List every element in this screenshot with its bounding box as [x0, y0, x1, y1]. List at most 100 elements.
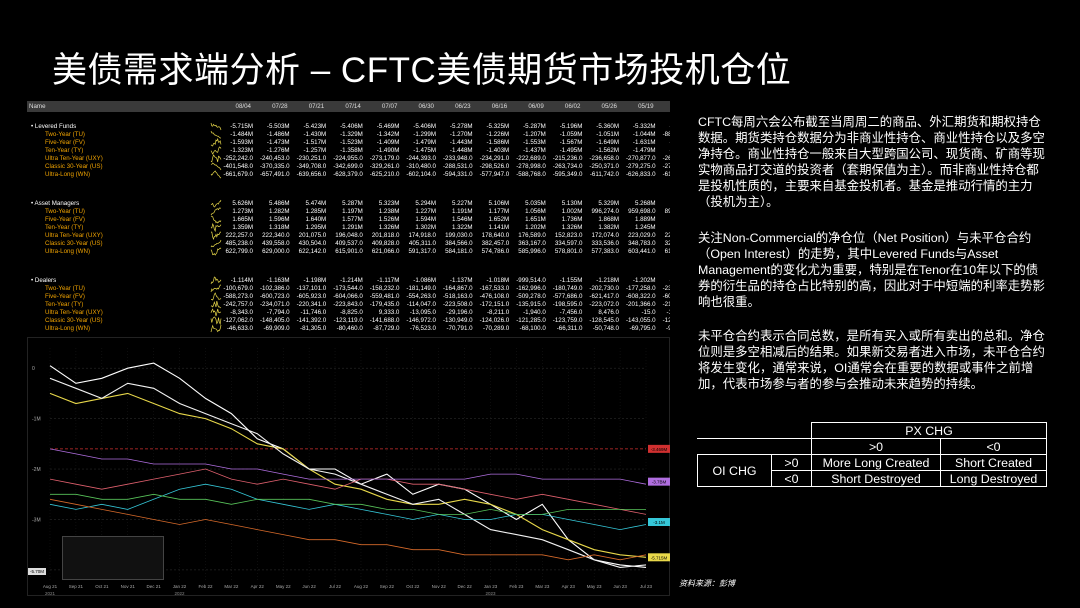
table-cell: 1.868M [598, 216, 619, 223]
row-label: • Dealers [31, 277, 57, 284]
table-cell: 1.056M [525, 208, 546, 215]
table-cell: -148,405.0 [260, 317, 290, 324]
row-label: Two-Year (TU) [45, 208, 85, 215]
sparkline [210, 170, 222, 179]
table-cell: -128,545.0 [589, 317, 619, 324]
row-label: Ultra-Long (WN) [45, 248, 91, 255]
date-column-header: 07/14 [345, 103, 361, 110]
table-cell: 201,818.0 [371, 232, 400, 239]
table-cell: -234,071.0 [260, 301, 290, 308]
table-cell: -626,833.0 [626, 171, 656, 178]
value-tag-label: -3.469M [651, 447, 668, 452]
table-cell: -127,062.0 [223, 317, 253, 324]
table-cell: -177,258.0 [626, 285, 656, 292]
table-cell: -1.207M [523, 131, 546, 138]
row-label: Ultra-Long (WN) [45, 325, 91, 332]
table-cell: -69,795.0 [629, 325, 656, 332]
table-cell: -5.068M [658, 123, 670, 130]
matrix-cell-more-long-created: More Long Created [810, 454, 942, 471]
date-column-header: 06/16 [491, 103, 508, 110]
table-row: Five-Year (FV) -588,273.0 -600,723.0 -605,9… [27, 292, 670, 301]
sparkline [210, 146, 222, 155]
row-label: Classic 30-Year (US) [45, 317, 103, 324]
table-cell: -240,453.0 [260, 155, 290, 162]
table-cell: 485,238.0 [225, 240, 253, 247]
table-cell: -1.270M [449, 131, 473, 138]
table-cell: -1.562M [596, 147, 619, 154]
series-line [49, 498, 647, 561]
x-tick-label: Aug 21 [43, 584, 58, 589]
table-cell: 959,698.0 [628, 208, 656, 215]
date-column-header: 06/30 [418, 103, 434, 110]
table-cell: -80,460.0 [336, 325, 363, 332]
table-cell: -614,275.0 [662, 171, 670, 178]
table-cell: 5.323M [378, 200, 400, 207]
table-cell: -1.358M [340, 147, 363, 154]
table-cell: 222,340.0 [262, 232, 290, 239]
sparkline [210, 300, 222, 309]
table-cell: 1.594M [415, 216, 436, 223]
table-row: Ten-Year (TY) -1.323M -1.276M -1.257M -1.358… [27, 146, 670, 155]
sparkline [210, 247, 222, 256]
table-cell: -1.479M [632, 147, 656, 154]
table-cell: 1.285M [305, 208, 327, 215]
table-row: Ten-Year (TY) -242,757.0 -234,071.0 -220,34… [27, 300, 670, 309]
table-cell: -577,947.0 [479, 171, 510, 178]
table-cell: -1.329M [340, 131, 363, 138]
table-cell: -5.715M [230, 123, 253, 130]
table-cell: -310,480.0 [406, 163, 436, 170]
table-cell: -1.214M [340, 277, 363, 284]
table-cell: 578,801.0 [554, 248, 583, 255]
table-cell: 1.326M [561, 224, 583, 231]
value-tag-label: -3.1M [653, 520, 665, 525]
table-cell: -123,759.0 [552, 317, 583, 324]
table-cell: -102,386.0 [260, 285, 290, 292]
table-cell: -1.117M [377, 277, 400, 284]
y-tick-label: -1M [32, 417, 41, 423]
table-cell: -5.332M [632, 123, 656, 130]
table-row: Classic 30-Year (US) 485,238.0 439,558.0 43… [27, 239, 670, 248]
table-cell: -288,531.0 [443, 163, 473, 170]
table-cell: -1,940.0 [523, 309, 546, 316]
matrix-col-header: PX CHG [811, 422, 1047, 439]
table-cell: -1.609M [658, 139, 670, 146]
row-label: Five-Year (FV) [45, 293, 85, 300]
table-cell: -7,456.0 [559, 309, 583, 316]
row-label: • Levered Funds [31, 123, 77, 130]
table-cell: 223,029.0 [628, 232, 656, 239]
x-tick-label: Oct 22 [406, 584, 420, 589]
table-row: Ultra Ten-Year (UXY) -252,242.0 -240,453.0… [27, 154, 670, 163]
table-cell: -263,734.0 [552, 163, 583, 170]
name-column-header: Name [29, 103, 46, 110]
sparkline [210, 239, 222, 248]
table-cell: 629,000.0 [262, 248, 290, 255]
table-cell: -15.0 [641, 309, 656, 316]
table-cell: 1.546M [451, 216, 473, 223]
table-cell: -1.495M [559, 147, 583, 154]
table-cell: -202,730.0 [589, 285, 619, 292]
table-row: Five-Year (FV) -1.593M -1.473M -1.517M -1.52… [27, 138, 670, 147]
row-label: Ultra-Long (WN) [45, 171, 91, 178]
table-cell: 1.302M [415, 224, 436, 231]
x-tick-label: Jan 23 [484, 584, 498, 589]
table-cell: -242,757.0 [223, 301, 253, 308]
table-cell: 384,566.0 [445, 240, 473, 247]
value-tag [648, 477, 670, 486]
table-cell: -1.202M [632, 277, 656, 284]
table-cell: 5.106M [488, 200, 510, 207]
table-cell: 363,167.0 [518, 240, 546, 247]
table-cell: 409,828.0 [371, 240, 400, 247]
table-cell: 324,063.0 [664, 240, 670, 247]
year-label: 2022 [175, 591, 186, 596]
table-cell: -1.283M [658, 277, 670, 284]
table-cell: -605,923.0 [296, 293, 327, 300]
table-cell: -298,526.0 [479, 163, 510, 170]
table-cell: 199,030.0 [445, 232, 473, 239]
table-cell: -611,742.0 [589, 171, 619, 178]
table-cell: -215,236.0 [552, 155, 583, 162]
table-cell: -661,679.0 [223, 171, 253, 178]
table-cell: -270,877.0 [626, 155, 656, 162]
table-row: Ultra Ten-Year (UXY) -8,343.0 -7,794.0 -11,… [27, 308, 670, 317]
table-row: Two-Year (TU) -1.484M -1.486M -1.430M -1.329… [27, 130, 670, 139]
x-tick-label: Mar 22 [224, 584, 239, 589]
